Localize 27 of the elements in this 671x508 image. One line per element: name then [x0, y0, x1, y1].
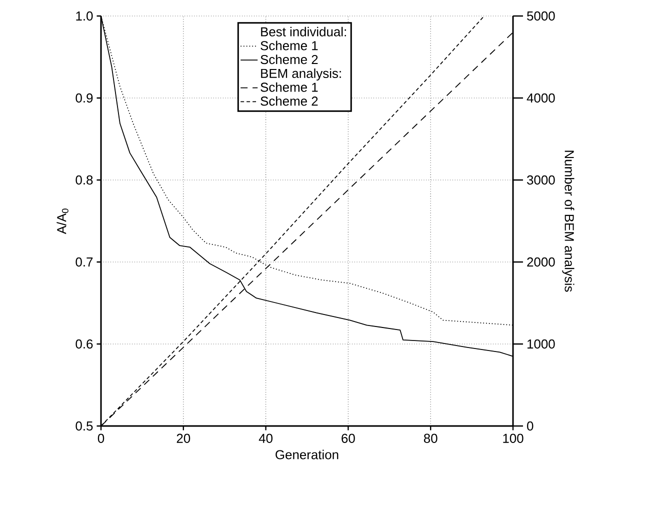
x-tick-label: 20 [176, 434, 190, 443]
y2-tick-label: 5000 [527, 11, 555, 21]
x-tick-label: 80 [424, 434, 438, 443]
x-tick-label: 100 [503, 434, 524, 443]
x-axis-title: Generation [276, 450, 338, 460]
x-tick-label: 40 [258, 434, 273, 443]
y-tick-label: 0.5 [76, 421, 93, 431]
y2-axis-title: Number of BEM analysis [562, 150, 574, 292]
y-tick-label: 0.7 [76, 257, 93, 267]
y-tick-label: 0.9 [76, 93, 93, 103]
legend-label: Scheme 2 [260, 96, 318, 106]
y-tick-label: 1.0 [76, 11, 93, 21]
y2-tick-label: 1000 [528, 339, 555, 349]
x-tick-label: 0 [98, 434, 104, 443]
y-tick-label: 0.8 [76, 175, 93, 185]
y2-tick-label: 0 [527, 421, 534, 431]
legend-label: Scheme 1 [260, 82, 318, 92]
y-tick-label: 0.6 [76, 339, 93, 349]
annotation: BEM analysis: [261, 68, 341, 81]
y2-tick-label: 3000 [527, 175, 555, 185]
annotation: Best individual: [261, 26, 346, 36]
y-axis-title: A/A$_{0}$ [56, 208, 68, 234]
legend-label: Scheme 2 [260, 54, 318, 64]
y2-tick-label: 4000 [526, 93, 555, 103]
y2-tick-label: 2000 [527, 257, 555, 267]
legend-label: Scheme 1 [260, 40, 318, 50]
x-tick-label: 60 [342, 434, 355, 443]
